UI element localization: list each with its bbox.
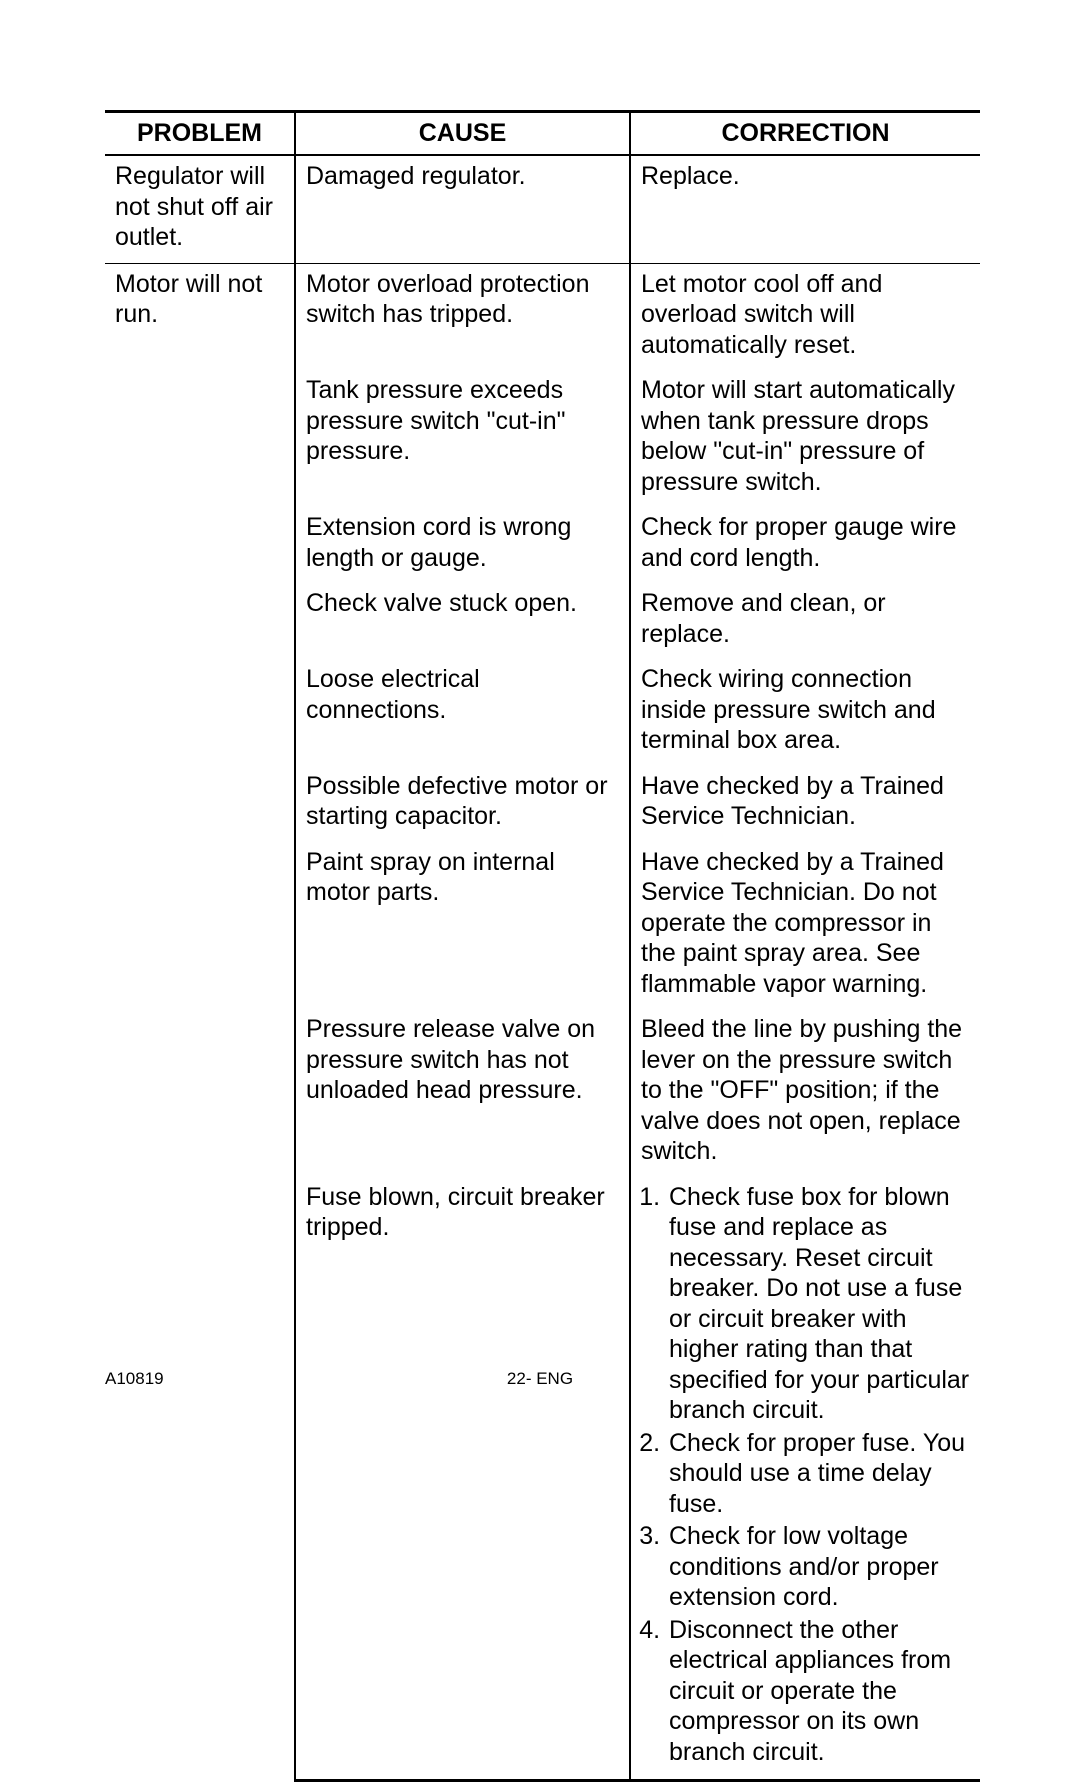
cell-problem: Regulator will not shut off air outlet. <box>105 155 295 263</box>
cell-cause: Fuse blown, circuit breaker tripped. <box>295 1177 630 1781</box>
cell-correction: Check for proper gauge wire and cord len… <box>630 507 980 583</box>
cell-cause: Possible defective motor or starting cap… <box>295 766 630 842</box>
cell-correction: Check fuse box for blown fuse and replac… <box>630 1177 980 1781</box>
cell-cause: Tank pressure exceeds pressure switch "c… <box>295 370 630 507</box>
correction-list-item: Disconnect the other electrical applianc… <box>667 1615 970 1768</box>
cell-cause: Motor overload protection switch has tri… <box>295 263 630 370</box>
col-header-cause: CAUSE <box>295 112 630 156</box>
troubleshooting-table: PROBLEM CAUSE CORRECTION Regulator will … <box>105 110 980 1782</box>
cell-correction: Motor will start automatically when tank… <box>630 370 980 507</box>
cell-correction: Let motor cool off and overload switch w… <box>630 263 980 370</box>
correction-list-item: Check for proper fuse. You should use a … <box>667 1428 970 1520</box>
correction-list-item: Check for low voltage conditions and/or … <box>667 1521 970 1613</box>
cell-cause: Paint spray on internal motor parts. <box>295 842 630 1010</box>
col-header-problem: PROBLEM <box>105 112 295 156</box>
cell-cause: Loose electrical connections. <box>295 659 630 766</box>
table-row: Regulator will not shut off air outlet. … <box>105 155 980 263</box>
cell-correction: Remove and clean, or replace. <box>630 583 980 659</box>
cell-cause: Damaged regulator. <box>295 155 630 263</box>
cell-correction: Replace. <box>630 155 980 263</box>
cell-cause: Check valve stuck open. <box>295 583 630 659</box>
cell-correction: Have checked by a Trained Service Techni… <box>630 766 980 842</box>
cell-cause: Pressure release valve on pressure switc… <box>295 1009 630 1177</box>
cell-correction: Bleed the line by pushing the lever on t… <box>630 1009 980 1177</box>
page-number: 22- ENG <box>0 1369 1080 1389</box>
cell-correction: Have checked by a Trained Service Techni… <box>630 842 980 1010</box>
col-header-correction: CORRECTION <box>630 112 980 156</box>
correction-list: Check fuse box for blown fuse and replac… <box>641 1182 970 1768</box>
cell-cause: Extension cord is wrong length or gauge. <box>295 507 630 583</box>
cell-problem: Motor will not run. <box>105 263 295 1781</box>
table-header-row: PROBLEM CAUSE CORRECTION <box>105 112 980 156</box>
cell-correction: Check wiring connection inside pressure … <box>630 659 980 766</box>
page: PROBLEM CAUSE CORRECTION Regulator will … <box>0 0 1080 1669</box>
table-row: Motor will not run. Motor overload prote… <box>105 263 980 370</box>
